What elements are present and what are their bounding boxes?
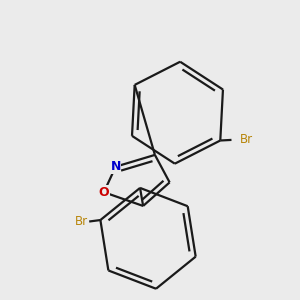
Text: N: N — [110, 160, 121, 173]
Text: O: O — [99, 186, 109, 199]
Text: Br: Br — [75, 215, 88, 228]
Text: Br: Br — [239, 133, 253, 146]
